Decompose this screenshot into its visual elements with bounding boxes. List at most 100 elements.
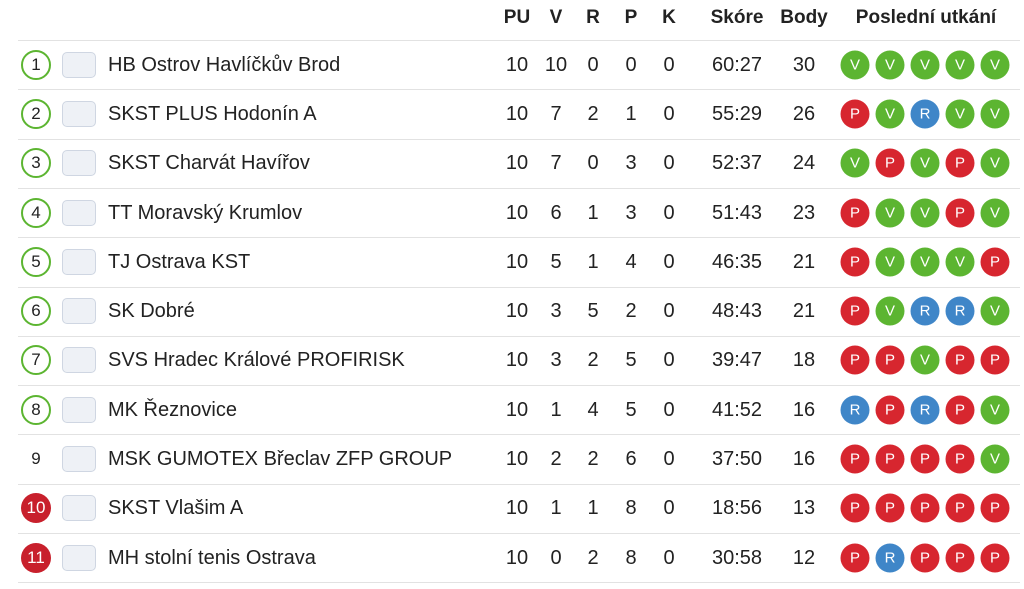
team-logo [62,51,96,78]
row-divider [18,139,1020,140]
stat-cell: 55:29 [711,102,763,125]
stat-cell: 16 [792,448,816,471]
stat-cell: 0 [587,152,599,175]
team-logo [62,347,96,374]
stat-cell: 0 [663,250,675,273]
stat-cell: 30:58 [711,546,763,569]
form-badge: V [980,296,1010,326]
row-divider [18,40,1020,41]
stat-cell: 1 [587,201,599,224]
form-badge: P [980,493,1010,523]
form-badge: V [980,148,1010,178]
stat-cell: 8 [625,497,637,520]
stat-cell: 12 [792,546,816,569]
team-name: SKST Charvát Havířov [108,152,310,175]
stat-cell: 13 [792,497,816,520]
team-logo [62,396,96,423]
form-badge: V [910,148,940,178]
team-logo [62,248,96,275]
row-divider [18,188,1020,189]
stat-cell: 46:35 [711,250,763,273]
form-badge: P [945,493,975,523]
stat-cell: 0 [663,546,675,569]
rank-badge: 8 [21,394,51,425]
stat-cell: 0 [550,546,562,569]
form-badge: V [910,247,940,277]
form-badge: V [840,50,870,80]
form-badge: P [980,247,1010,277]
stat-cell: 3 [625,201,637,224]
form-badge: P [910,543,940,573]
stat-cell: 10 [505,546,529,569]
team-name: TT Moravský Krumlov [108,201,303,224]
form-badge: V [875,296,905,326]
form-badge: V [945,99,975,129]
team-name: SKST PLUS Hodonín A [108,102,317,125]
form-badge: R [840,395,870,425]
stat-cell: 7 [550,102,562,125]
form-badge: V [875,99,905,129]
row-divider [18,237,1020,238]
team-logo [62,100,96,127]
stat-cell: 6 [550,201,562,224]
stat-cell: 10 [505,349,529,372]
row-divider [18,533,1020,534]
form-badge: P [980,543,1010,573]
form-badge: V [910,345,940,375]
form-badge: V [980,444,1010,474]
form-badge: P [945,395,975,425]
stat-cell: 10 [505,152,529,175]
team-name: MSK GUMOTEX Břeclav ZFP GROUP [108,448,453,471]
stat-cell: 0 [663,448,675,471]
stat-cell: 1 [587,250,599,273]
form-badge: V [875,247,905,277]
form-badge: P [910,493,940,523]
stat-cell: 10 [505,448,529,471]
stat-cell: 0 [587,53,599,76]
team-logo [62,495,96,522]
column-header: PU [503,7,531,28]
stat-cell: 0 [663,102,675,125]
rank-badge: 3 [21,148,51,179]
form-badge: V [910,198,940,228]
column-header: R [586,7,600,28]
stat-cell: 0 [663,349,675,372]
form-badge: P [945,444,975,474]
stat-cell: 3 [550,349,562,372]
stat-cell: 52:37 [711,152,763,175]
form-badge: P [945,198,975,228]
stat-cell: 0 [663,398,675,421]
column-header: Poslední utkání [855,7,997,28]
stat-cell: 0 [663,300,675,323]
team-name: MK Řeznovice [108,398,237,421]
team-name: SK Dobré [108,300,195,323]
stat-cell: 60:27 [711,53,763,76]
rank-badge: 6 [21,296,51,327]
rank-badge: 7 [21,345,51,376]
stat-cell: 10 [505,497,529,520]
form-badge: P [875,345,905,375]
stat-cell: 24 [792,152,816,175]
form-badge: V [980,395,1010,425]
stat-cell: 1 [625,102,637,125]
team-logo [62,199,96,226]
stat-cell: 37:50 [711,448,763,471]
stat-cell: 6 [625,448,637,471]
form-badge: R [910,99,940,129]
team-name: SVS Hradec Králové PROFIRISK [108,349,405,372]
team-logo [62,150,96,177]
stat-cell: 41:52 [711,398,763,421]
form-badge: P [840,345,870,375]
stat-cell: 0 [625,53,637,76]
team-name: MH stolní tenis Ostrava [108,546,316,569]
stat-cell: 23 [792,201,816,224]
stat-cell: 1 [550,497,562,520]
stat-cell: 2 [587,102,599,125]
stat-cell: 7 [550,152,562,175]
stat-cell: 5 [550,250,562,273]
form-badge: P [840,198,870,228]
column-header: P [624,7,638,28]
stat-cell: 0 [663,201,675,224]
stat-cell: 10 [505,250,529,273]
